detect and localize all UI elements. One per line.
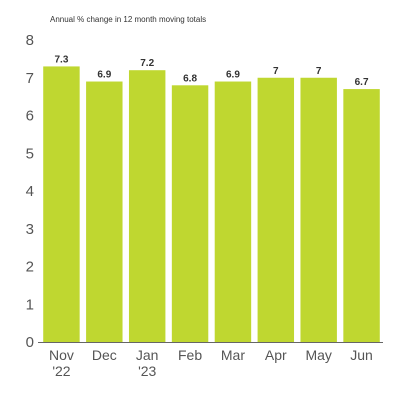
data-label: 7 (273, 66, 279, 77)
x-tick-label: Jan (136, 347, 159, 363)
bar (214, 81, 252, 343)
x-tick-label: Nov (49, 347, 74, 363)
y-tick-label: 6 (26, 108, 34, 125)
data-label: 6.9 (97, 70, 111, 81)
y-tick-label: 1 (26, 296, 34, 313)
x-tick-label: '22 (52, 363, 70, 379)
bar (343, 89, 380, 342)
bar (43, 66, 80, 343)
y-tick-label: 5 (26, 145, 34, 162)
data-label: 6.7 (355, 77, 369, 88)
y-tick-label: 7 (26, 70, 34, 87)
bars (43, 66, 380, 343)
y-tick-label: 3 (26, 221, 34, 238)
data-labels: 7.3 6.9 7.2 6.8 6.9 7 7 6.7 (54, 54, 368, 88)
data-label: 7.3 (54, 54, 68, 65)
bar (86, 81, 123, 343)
x-tick-label: May (305, 347, 331, 363)
data-label: 7 (316, 66, 322, 77)
x-tick-label: '23 (138, 363, 156, 379)
x-axis: Nov'22 Dec Jan'23 Feb Mar Apr May Jun (49, 347, 373, 379)
y-tick-label: 2 (26, 259, 34, 276)
chart-subtitle: Annual % change in 12 month moving total… (50, 15, 206, 24)
x-tick-label: Apr (265, 347, 287, 363)
bar (257, 77, 295, 342)
x-tick-label: Jun (350, 347, 373, 363)
data-label: 6.9 (226, 70, 240, 81)
x-tick-label: Feb (178, 347, 202, 363)
x-tick-label: Dec (92, 347, 117, 363)
data-label: 7.2 (140, 58, 154, 69)
y-tick-label: 8 (26, 32, 34, 49)
y-tick-label: 0 (26, 334, 34, 351)
x-tick-label: Mar (221, 347, 245, 363)
bar (300, 77, 337, 342)
y-axis: 0 1 2 3 4 5 6 7 8 (26, 32, 34, 351)
data-label: 6.8 (183, 73, 197, 84)
bar (171, 85, 209, 343)
y-tick-label: 4 (26, 183, 34, 200)
bar (128, 70, 166, 342)
